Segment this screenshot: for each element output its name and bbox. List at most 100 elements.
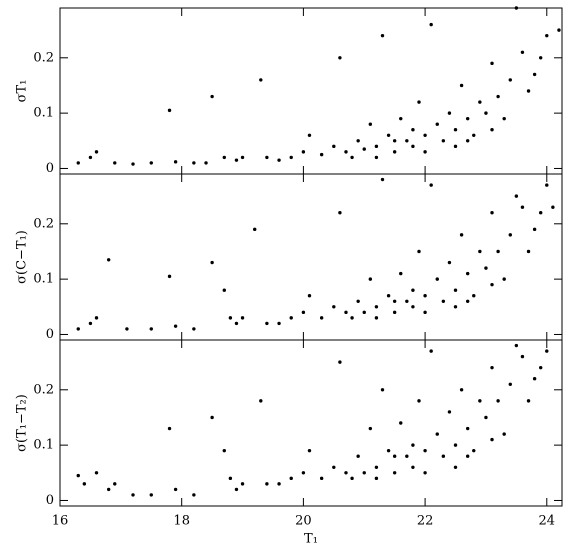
point <box>350 155 354 160</box>
point <box>490 365 494 370</box>
point <box>94 471 99 475</box>
point <box>557 28 561 32</box>
point <box>423 150 427 154</box>
point <box>423 133 427 137</box>
point <box>539 365 543 370</box>
point <box>453 305 458 309</box>
point <box>465 299 470 303</box>
y-tick-label: 0 <box>46 327 54 342</box>
point <box>520 354 525 359</box>
point <box>307 294 312 298</box>
point <box>380 388 385 392</box>
point <box>228 476 233 481</box>
point <box>508 78 512 82</box>
point <box>94 150 99 154</box>
point <box>167 274 172 279</box>
point <box>368 277 373 281</box>
point <box>465 271 470 276</box>
y-tick-label: 0.1 <box>33 106 54 121</box>
point <box>502 116 506 121</box>
point <box>417 100 421 104</box>
point <box>532 72 537 77</box>
y-axis-label: σ(T₁−T₂) <box>15 394 30 452</box>
plot-frame <box>59 173 563 341</box>
point <box>222 155 226 160</box>
point <box>149 161 153 165</box>
plot-frame <box>59 7 563 175</box>
y-tick-label: 0.2 <box>33 382 54 397</box>
point <box>240 482 245 486</box>
point <box>192 327 196 331</box>
point <box>368 426 373 431</box>
point <box>289 316 293 320</box>
point <box>411 144 415 149</box>
point <box>374 476 379 481</box>
point <box>392 310 397 315</box>
point <box>167 108 172 113</box>
point <box>465 426 470 431</box>
point <box>277 158 281 162</box>
point <box>472 133 476 137</box>
point <box>429 183 433 187</box>
point <box>514 194 519 198</box>
point <box>411 288 415 292</box>
point <box>459 83 464 88</box>
x-tick-label: 16 <box>52 514 69 529</box>
point <box>478 100 482 104</box>
point <box>362 471 366 475</box>
point <box>526 89 531 93</box>
point <box>253 227 257 232</box>
point <box>472 448 476 453</box>
point <box>532 227 537 232</box>
point <box>380 33 385 38</box>
point <box>149 327 153 331</box>
point <box>453 465 458 469</box>
point <box>392 150 397 154</box>
y-axis-label: σT₁ <box>15 80 30 103</box>
point <box>441 454 446 458</box>
point <box>106 258 111 262</box>
point <box>350 476 354 481</box>
point <box>350 316 354 320</box>
point <box>392 454 397 458</box>
point <box>362 147 366 151</box>
point <box>465 139 470 143</box>
point <box>113 161 117 165</box>
point <box>514 6 519 10</box>
point <box>465 454 470 458</box>
point <box>429 349 433 353</box>
point <box>319 316 324 320</box>
point <box>465 116 470 121</box>
point <box>532 377 537 381</box>
point <box>94 316 99 320</box>
point <box>539 211 543 215</box>
x-axis-label: T₁ <box>304 532 318 545</box>
point <box>277 321 281 326</box>
point <box>392 471 397 475</box>
point <box>392 139 397 143</box>
point <box>417 399 421 403</box>
point <box>265 321 269 326</box>
point <box>502 277 506 281</box>
point <box>520 205 525 209</box>
point <box>88 155 93 160</box>
point <box>453 128 458 132</box>
point <box>76 473 80 478</box>
point <box>411 443 415 447</box>
point <box>234 158 239 162</box>
point <box>545 183 549 187</box>
y-tick-label: 0.2 <box>33 50 54 65</box>
point <box>411 465 415 469</box>
point <box>472 294 476 298</box>
point <box>411 128 415 132</box>
point <box>441 299 446 303</box>
point <box>399 271 403 276</box>
point <box>307 133 312 137</box>
point <box>106 487 111 492</box>
point <box>484 415 488 420</box>
point <box>332 144 336 149</box>
point <box>435 122 439 126</box>
point <box>508 382 512 386</box>
point <box>210 415 214 420</box>
point <box>405 454 409 458</box>
